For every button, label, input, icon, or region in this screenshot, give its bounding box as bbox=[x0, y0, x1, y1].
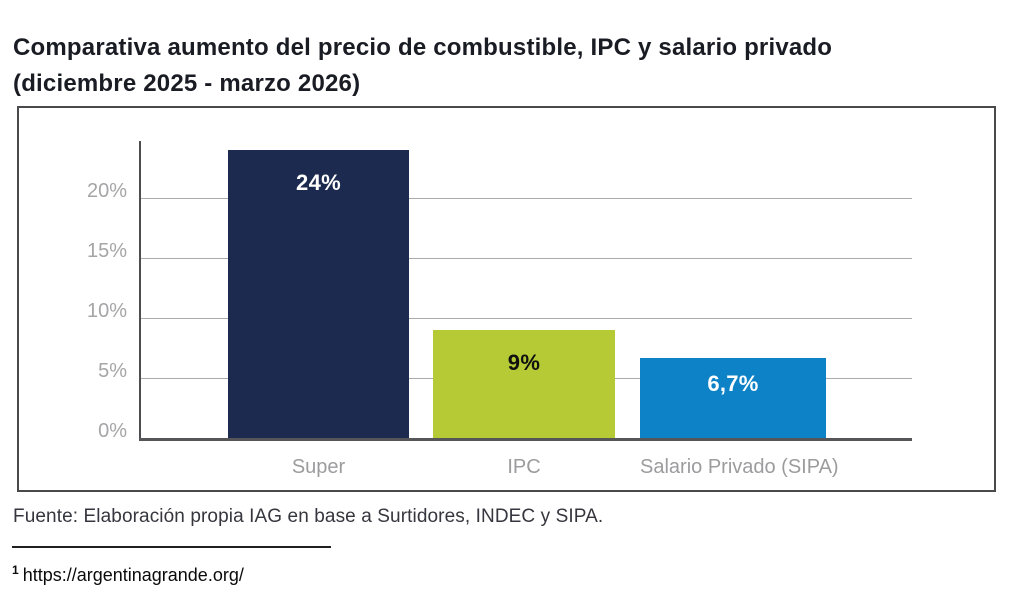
footnote-divider bbox=[12, 546, 331, 548]
bar-super bbox=[228, 150, 409, 438]
bar-ipc bbox=[433, 330, 615, 438]
bar-value-label: 24% bbox=[296, 170, 341, 195]
footnote-marker: 1 bbox=[12, 563, 19, 577]
bar-value-label: 6,7% bbox=[707, 371, 759, 396]
y-axis-tick-label: 5% bbox=[98, 360, 127, 382]
footnote: 1 https://argentinagrande.org/ bbox=[12, 558, 244, 587]
bar-salario-privado-sipa bbox=[640, 358, 826, 438]
y-axis-tick-label: 10% bbox=[86, 300, 127, 322]
bar-value-label: 9% bbox=[507, 350, 541, 375]
bar-chart-plot-area: 0% 5% 10% 15% 20% 24% Super 9% IPC 6,7% Salario Pr… bbox=[19, 108, 994, 490]
x-axis-category-label: IPC bbox=[507, 456, 541, 478]
chart-title-line1: Comparativa aumento del precio de combus… bbox=[13, 34, 833, 61]
x-axis-category-label: Super bbox=[291, 456, 346, 478]
x-axis-line bbox=[139, 438, 912, 441]
gridline-20% bbox=[139, 198, 912, 199]
y-axis-tick-label: 15% bbox=[86, 240, 127, 262]
gridline-10% bbox=[139, 318, 912, 319]
y-axis-tick-label: 20% bbox=[86, 180, 127, 202]
x-axis-category-label: Salario Privado (SIPA) bbox=[640, 456, 839, 478]
y-axis-tick-label: 0% bbox=[98, 420, 127, 442]
chart-container: 0% 5% 10% 15% 20% 24% Super 9% IPC 6,7% Salario Pr… bbox=[17, 106, 996, 492]
chart-title: Comparativa aumento del precio de combus… bbox=[13, 30, 832, 102]
chart-title-line2: (diciembre 2025 - marzo 2026) bbox=[13, 70, 361, 97]
source-note: Fuente: Elaboración propia IAG en base a… bbox=[13, 506, 604, 527]
gridline-15% bbox=[139, 258, 912, 259]
y-axis-line bbox=[139, 141, 141, 441]
footnote-url-link[interactable]: https://argentinagrande.org/ bbox=[22, 565, 244, 585]
